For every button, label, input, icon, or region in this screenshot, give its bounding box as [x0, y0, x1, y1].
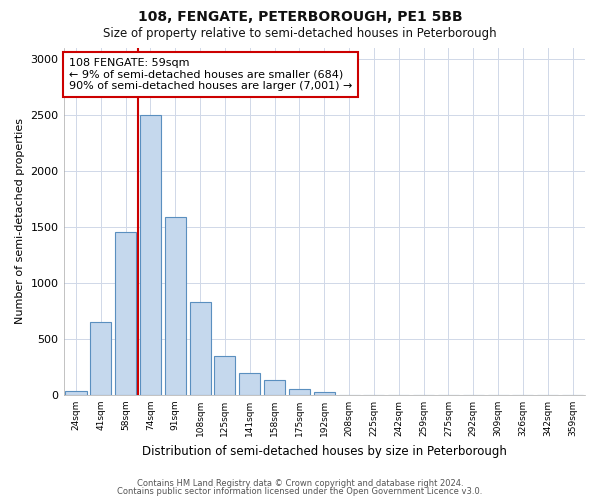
Text: Size of property relative to semi-detached houses in Peterborough: Size of property relative to semi-detach…	[103, 28, 497, 40]
Bar	[264, 380, 285, 395]
Bar	[115, 232, 136, 395]
Y-axis label: Number of semi-detached properties: Number of semi-detached properties	[15, 118, 25, 324]
Bar	[65, 391, 86, 395]
Bar	[314, 392, 335, 395]
Bar	[190, 302, 211, 395]
Text: Contains HM Land Registry data © Crown copyright and database right 2024.: Contains HM Land Registry data © Crown c…	[137, 478, 463, 488]
Bar	[214, 356, 235, 395]
Bar	[289, 390, 310, 395]
Bar	[140, 114, 161, 395]
Text: Contains public sector information licensed under the Open Government Licence v3: Contains public sector information licen…	[118, 487, 482, 496]
Bar	[165, 216, 186, 395]
Text: 108 FENGATE: 59sqm
← 9% of semi-detached houses are smaller (684)
90% of semi-de: 108 FENGATE: 59sqm ← 9% of semi-detached…	[69, 58, 352, 91]
Bar	[239, 372, 260, 395]
Text: 108, FENGATE, PETERBOROUGH, PE1 5BB: 108, FENGATE, PETERBOROUGH, PE1 5BB	[137, 10, 463, 24]
Bar	[90, 322, 112, 395]
X-axis label: Distribution of semi-detached houses by size in Peterborough: Distribution of semi-detached houses by …	[142, 444, 507, 458]
